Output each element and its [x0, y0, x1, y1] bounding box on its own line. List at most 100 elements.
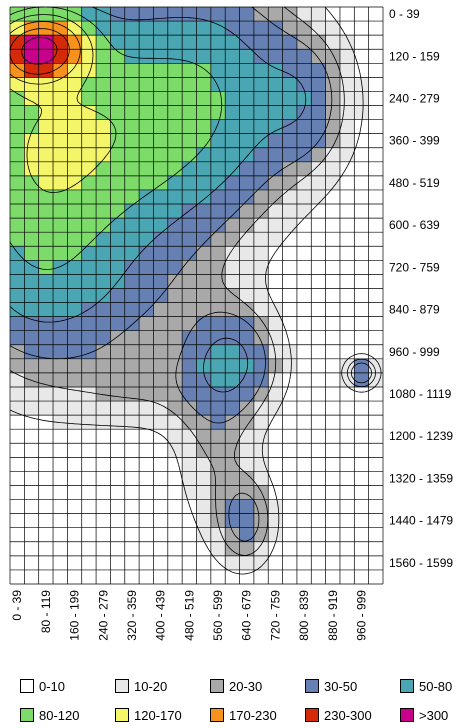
heatmap-cell	[253, 35, 269, 50]
heatmap-cell	[339, 541, 355, 557]
heatmap-cell	[96, 260, 111, 275]
heatmap-cell	[311, 246, 327, 261]
heatmap-cell	[96, 471, 111, 486]
heatmap-cell	[53, 330, 68, 346]
heatmap-cell	[253, 302, 269, 318]
heatmap-cell	[153, 499, 169, 515]
heatmap-cell	[124, 218, 140, 233]
heatmap-cell	[311, 527, 327, 543]
heatmap-cell	[53, 77, 68, 92]
heatmap-cell	[124, 35, 140, 50]
legend-label: 30-50	[324, 678, 358, 694]
heatmap-cell	[210, 7, 226, 22]
heatmap-cell	[24, 541, 40, 557]
heatmap-cell	[153, 513, 169, 529]
heatmap-cell	[339, 246, 355, 261]
heatmap-cell	[10, 161, 25, 177]
heatmap-cell	[67, 246, 83, 261]
heatmap-cell	[296, 288, 312, 303]
heatmap-cell	[268, 91, 283, 106]
heatmap-cell	[196, 246, 212, 261]
heatmap-cell	[67, 527, 83, 543]
heatmap-cell	[139, 457, 154, 472]
heatmap-cell	[96, 91, 111, 106]
x-tick-label: 960 - 999	[354, 590, 368, 641]
heatmap-cell	[239, 457, 255, 472]
heatmap-cell	[354, 443, 370, 458]
heatmap-cell	[182, 175, 197, 191]
heatmap-cell	[282, 457, 298, 472]
heatmap-cell	[110, 7, 126, 22]
heatmap-cell	[239, 302, 255, 318]
heatmap-cell	[325, 386, 341, 402]
heatmap-cell	[10, 330, 25, 346]
heatmap-cell	[38, 175, 54, 191]
heatmap-cell	[282, 330, 298, 346]
heatmap-cell	[196, 147, 212, 163]
heatmap-cell	[167, 119, 183, 135]
heatmap-cell	[311, 302, 327, 318]
heatmap-cell	[67, 485, 83, 500]
heatmap-cell	[325, 274, 341, 289]
heatmap-cell	[67, 274, 83, 289]
heatmap-cell	[196, 344, 212, 360]
heatmap-cell	[210, 386, 226, 402]
heatmap-cell	[10, 358, 25, 374]
heatmap-cell	[210, 541, 226, 557]
heatmap-cell	[282, 49, 298, 64]
heatmap-cell	[182, 429, 197, 444]
heatmap-cell	[38, 386, 54, 402]
heatmap-cell	[196, 527, 212, 543]
heatmap-cell	[210, 232, 226, 247]
heatmap-cell	[167, 555, 183, 571]
y-tick-label: 240 - 279	[389, 91, 440, 105]
heatmap-cell	[325, 147, 341, 163]
heatmap-cell	[210, 91, 226, 106]
heatmap-cell	[196, 302, 212, 318]
heatmap-cell	[24, 330, 40, 346]
heatmap-cell	[81, 443, 97, 458]
heatmap-cell	[339, 175, 355, 191]
heatmap-cell	[182, 105, 197, 120]
heatmap-cell	[67, 260, 83, 275]
heatmap-cell	[282, 401, 298, 416]
heatmap-cell	[296, 344, 312, 360]
heatmap-cell	[325, 555, 341, 571]
heatmap-cell	[339, 344, 355, 360]
heatmap-cell	[368, 288, 384, 303]
heatmap-cell	[282, 204, 298, 219]
legend-label: 170-230	[229, 707, 277, 723]
heatmap-cell	[282, 555, 298, 571]
heatmap-cell	[67, 147, 83, 163]
heatmap-cell	[253, 91, 269, 106]
heatmap-cell	[239, 485, 255, 500]
heatmap-cell	[153, 401, 169, 416]
y-tick-label: 120 - 159	[389, 49, 440, 63]
heatmap-cell	[268, 302, 283, 318]
heatmap-cell	[311, 77, 327, 92]
heatmap-cell	[368, 471, 384, 486]
heatmap-cell	[196, 133, 212, 149]
heatmap-cell	[296, 161, 312, 177]
heatmap-cell	[167, 330, 183, 346]
heatmap-cell	[67, 119, 83, 135]
heatmap-cell	[124, 555, 140, 571]
heatmap-cell	[311, 443, 327, 458]
heatmap-cell	[10, 105, 25, 120]
heatmap-cell	[139, 372, 154, 388]
heatmap-cell	[311, 471, 327, 486]
x-tick-label: 160 - 199	[68, 590, 82, 641]
heatmap-cell	[139, 91, 154, 106]
heatmap-cell	[10, 218, 25, 233]
legend-label: 20-30	[229, 678, 263, 694]
heatmap-cell	[311, 344, 327, 360]
heatmap-cell	[210, 161, 226, 177]
heatmap-cell	[325, 218, 341, 233]
heatmap-cell	[124, 49, 140, 64]
heatmap-cell	[368, 7, 384, 22]
heatmap-cell	[10, 63, 25, 78]
legend-item: 10-20	[115, 678, 167, 694]
heatmap-cell	[239, 499, 255, 515]
heatmap-cell	[268, 513, 283, 529]
heatmap-cell	[253, 274, 269, 289]
